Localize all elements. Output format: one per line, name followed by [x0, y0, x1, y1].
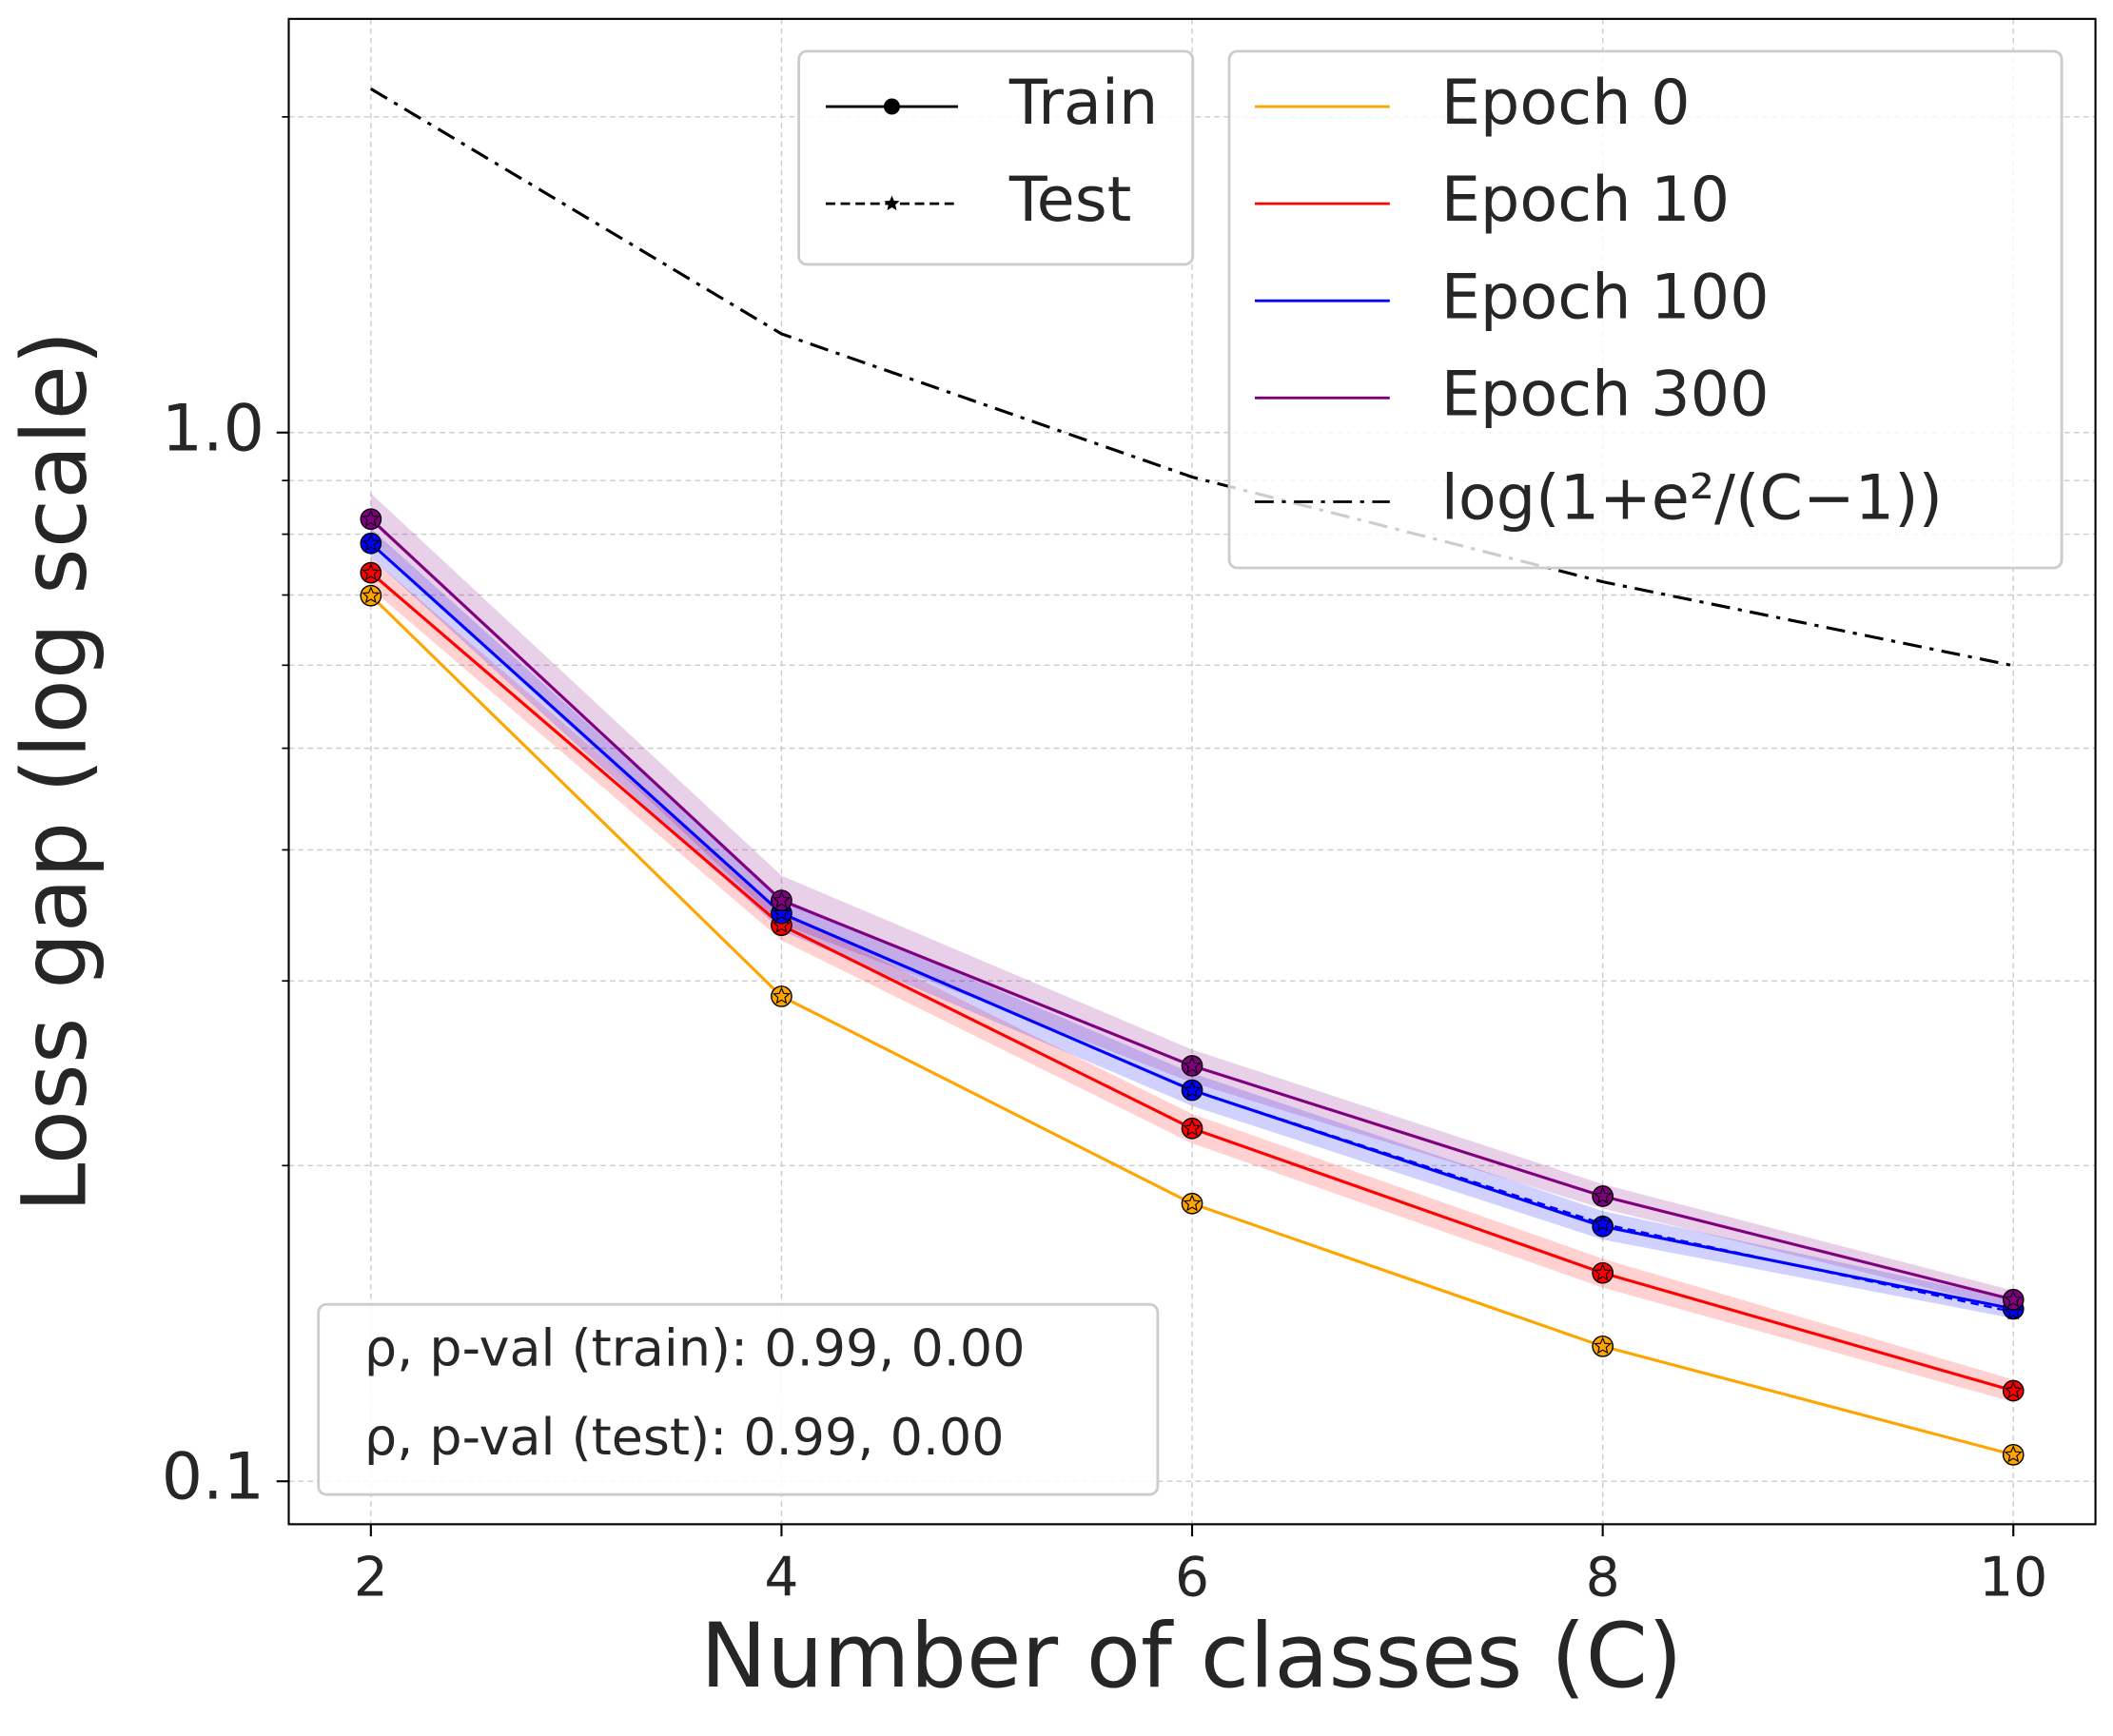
test-marker: [362, 509, 381, 527]
x-tick-label: 8: [1586, 1547, 1620, 1609]
train-line: [370, 88, 2014, 668]
x-tick-label: 6: [1175, 1547, 1209, 1609]
legend-marker: [883, 98, 900, 115]
annotation-box: [317, 1302, 1160, 1496]
test-marker: [1594, 1263, 1613, 1281]
test-marker: [1183, 1194, 1202, 1212]
test-marker: [1594, 1186, 1613, 1204]
test-marker: [772, 904, 791, 922]
test-marker: [2004, 1302, 2023, 1320]
x-axis-label: Number of classes (C): [700, 1605, 1682, 1708]
test-marker: [1183, 1056, 1202, 1074]
x-tick-label: 2: [354, 1547, 388, 1609]
legend-label: Train: [1008, 67, 1159, 139]
x-tick-label: 4: [764, 1547, 798, 1609]
legend-label: Epoch 100: [1441, 261, 1770, 333]
test-marker: [362, 586, 381, 604]
y-tick-label: 0.1: [162, 1440, 264, 1515]
test-marker: [1183, 1081, 1202, 1099]
legend-label: Epoch 300: [1441, 358, 1770, 430]
legend-label: Epoch 10: [1441, 164, 1730, 236]
test-marker: [2004, 1445, 2023, 1463]
plot-frame: [287, 17, 2097, 1526]
test-marker: [773, 890, 791, 908]
legend-box: [1227, 49, 2064, 570]
legend-marker: [884, 195, 900, 211]
test-marker: [1594, 1214, 1613, 1232]
test-marker: [1594, 1336, 1613, 1355]
legend-label: Epoch 0: [1441, 67, 1691, 139]
annotation: ρ, p-val (test): 0.99, 0.00: [364, 1407, 1005, 1467]
legend-label: log(1+e²/(C−1)): [1441, 462, 1943, 535]
test-marker: [2004, 1381, 2023, 1399]
test-marker: [362, 534, 381, 552]
test-marker: [362, 563, 381, 581]
test-marker: [2004, 1290, 2023, 1308]
test-marker: [1183, 1119, 1202, 1137]
x-tick-label: 10: [1979, 1547, 2047, 1609]
test-line: [370, 595, 2014, 1456]
y-tick-label: 1.0: [162, 391, 264, 466]
legend-label: Test: [1008, 164, 1131, 236]
annotation: ρ, p-val (train): 0.99, 0.00: [364, 1318, 1026, 1378]
test-marker: [772, 915, 791, 933]
y-axis-label: Loss gap (log scale): [4, 330, 108, 1212]
test-marker: [772, 986, 791, 1005]
